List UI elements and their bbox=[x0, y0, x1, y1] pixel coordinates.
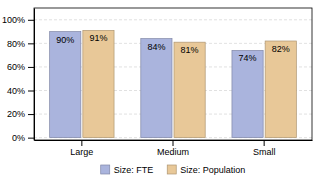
legend-item: Size: Population bbox=[167, 165, 245, 175]
bars bbox=[50, 30, 297, 137]
y-axis-line bbox=[34, 9, 35, 141]
plot: 90% 84% 74% 91% 81% 82% 0% 20% 40% 60% 80% 100% Larg… bbox=[2, 8, 313, 157]
x-tick-label: Small bbox=[253, 147, 276, 157]
y-tick: 60% bbox=[7, 62, 34, 72]
bar bbox=[50, 32, 81, 138]
x-tick-label: Large bbox=[70, 147, 93, 157]
grid-line bbox=[34, 19, 312, 20]
x-tick: Medium bbox=[157, 140, 189, 157]
legend-label: Size: FTE bbox=[114, 165, 154, 175]
data-label: 82% bbox=[272, 44, 290, 54]
x-axis: Large Medium Small bbox=[35, 140, 313, 157]
y-tick-label: 60% bbox=[7, 62, 25, 72]
bar bbox=[83, 30, 114, 137]
legend-swatch bbox=[101, 165, 110, 174]
legend-swatch bbox=[167, 165, 176, 174]
y-tick-mark bbox=[28, 91, 34, 92]
data-labels: 90% 84% 74% 91% 81% 82% bbox=[56, 33, 289, 63]
y-tick-label: 40% bbox=[7, 86, 25, 96]
series bbox=[83, 30, 296, 137]
bar bbox=[174, 42, 205, 137]
x-tick-label: Medium bbox=[157, 147, 189, 157]
y-tick-mark bbox=[28, 114, 34, 115]
x-tick-mark bbox=[264, 140, 265, 146]
y-tick-label: 100% bbox=[2, 15, 25, 25]
plot-frame bbox=[34, 8, 312, 140]
bar bbox=[265, 41, 296, 138]
y-tick: 100% bbox=[2, 15, 34, 25]
data-label: 90% bbox=[56, 35, 74, 45]
x-tick: Small bbox=[253, 140, 276, 157]
y-tick: 0% bbox=[12, 133, 34, 143]
data-label: 84% bbox=[147, 42, 165, 52]
legend-label: Size: Population bbox=[180, 165, 245, 175]
y-tick-mark bbox=[28, 20, 34, 21]
y-tick-mark bbox=[28, 67, 34, 68]
y-tick-mark bbox=[28, 138, 34, 139]
bar bbox=[232, 50, 263, 137]
x-tick-mark bbox=[81, 140, 82, 146]
data-label: 74% bbox=[239, 53, 257, 63]
y-tick-label: 0% bbox=[12, 133, 25, 143]
x-tick-mark bbox=[173, 140, 174, 146]
y-tick: 20% bbox=[7, 109, 34, 119]
legend-item: Size: FTE bbox=[101, 165, 154, 175]
legend: Size: FTE Size: Population bbox=[101, 165, 246, 175]
chart: 90% 84% 74% 91% 81% 82% 0% 20% 40% 60% 80% 100% Larg… bbox=[0, 0, 320, 178]
x-tick: Large bbox=[70, 140, 93, 157]
y-tick: 40% bbox=[7, 86, 34, 96]
y-tick-mark bbox=[28, 43, 34, 44]
bar bbox=[141, 39, 172, 138]
y-tick-label: 80% bbox=[7, 39, 25, 49]
y-axis: 0% 20% 40% 60% 80% 100% bbox=[2, 9, 35, 144]
data-label: 91% bbox=[89, 33, 107, 43]
grid bbox=[34, 20, 312, 138]
series bbox=[50, 32, 263, 138]
data-label: 81% bbox=[181, 45, 199, 55]
y-tick: 80% bbox=[7, 39, 34, 49]
y-tick-label: 20% bbox=[7, 109, 25, 119]
